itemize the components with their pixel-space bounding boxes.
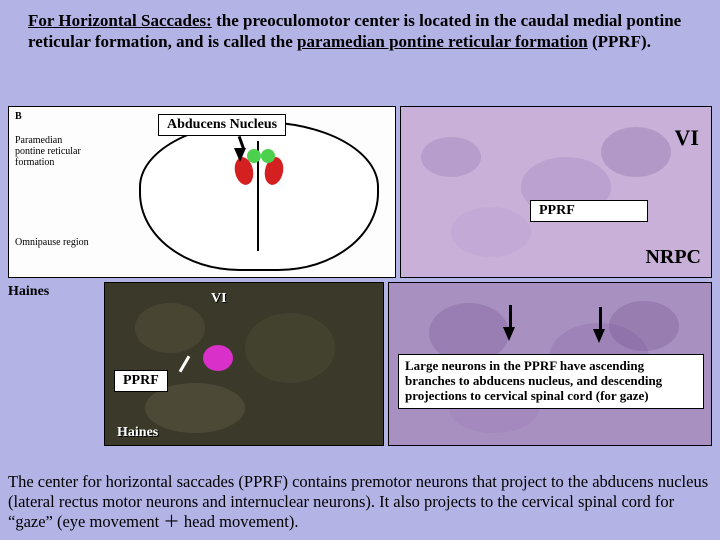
diagram-label-omnipause: Omnipause region xyxy=(15,237,89,248)
arrow-head-abducens xyxy=(234,148,246,162)
brain-outline xyxy=(139,121,379,271)
histology-panel-2: VI Haines xyxy=(104,282,384,446)
green-dot-left xyxy=(247,149,261,163)
arrow-stem-h3b xyxy=(599,307,602,331)
arrow-head-h3a xyxy=(503,327,515,341)
label-abducens-nucleus: Abducens Nucleus xyxy=(158,114,286,136)
info-box-pprf: Large neurons in the PPRF have ascending… xyxy=(398,354,704,409)
arrow-head-h3b xyxy=(593,329,605,343)
header-p4: (PPRF). xyxy=(588,32,651,51)
magenta-marker xyxy=(203,345,233,371)
header-p1: For Horizontal Saccades: xyxy=(28,11,212,30)
label-vi-histo2: VI xyxy=(211,291,227,307)
histology-panel-1: VI NRPC xyxy=(400,106,712,278)
green-dot-right xyxy=(261,149,275,163)
header-text: For Horizontal Saccades: the preoculomot… xyxy=(0,0,720,61)
label-haines-histo2: Haines xyxy=(117,425,158,441)
label-pprf-histo1: PPRF xyxy=(530,200,648,222)
label-haines-left: Haines xyxy=(8,284,49,300)
arrow-stem-h2 xyxy=(179,355,191,372)
brain-outline-group xyxy=(139,121,379,271)
label-nrpc: NRPC xyxy=(645,246,701,269)
label-pprf-histo2: PPRF xyxy=(114,370,168,392)
label-vi-histo1: VI xyxy=(675,125,699,151)
arrow-stem-h3a xyxy=(509,305,512,329)
diagram-letter: B xyxy=(15,111,22,122)
footer-text: The center for horizontal saccades (PPRF… xyxy=(8,472,712,532)
header-p3: paramedian pontine reticular formation xyxy=(297,32,588,51)
diagram-label-pprf: Paramedianpontine reticularformation xyxy=(15,135,81,168)
